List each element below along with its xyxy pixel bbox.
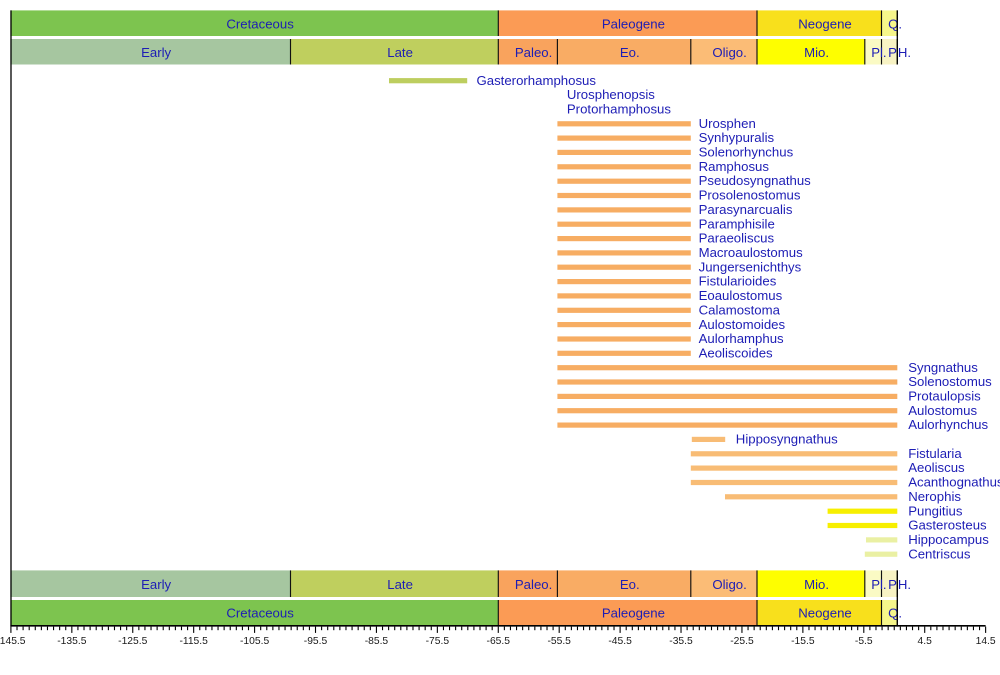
svg-text:Late: Late [387,577,413,592]
svg-text:Cretaceous: Cretaceous [226,16,294,31]
svg-text:Late: Late [387,45,413,60]
svg-text:Aeoliscoides: Aeoliscoides [699,345,773,360]
svg-text:P: P [888,45,897,60]
svg-text:Centriscus: Centriscus [908,546,971,561]
svg-text:Urosphen: Urosphen [699,116,756,131]
svg-text:Paleo.: Paleo. [515,45,552,60]
svg-text:-45.5: -45.5 [608,636,632,647]
svg-text:Urosphenopsis: Urosphenopsis [567,87,655,102]
svg-text:Eo.: Eo. [620,577,640,592]
svg-text:Paramphisile: Paramphisile [699,216,775,231]
svg-text:Fistularioides: Fistularioides [699,274,777,289]
svg-text:Eoaulostomus: Eoaulostomus [699,288,783,303]
svg-text:Jungersenichthys: Jungersenichthys [699,259,802,274]
svg-text:Pl.: Pl. [871,577,886,592]
svg-text:Gasterorhamphosus: Gasterorhamphosus [477,73,597,88]
svg-text:Aulorhamphus: Aulorhamphus [699,331,784,346]
svg-text:-65.5: -65.5 [487,636,511,647]
svg-text:Oligo.: Oligo. [712,577,746,592]
svg-text:-95.5: -95.5 [304,636,328,647]
svg-text:Q.: Q. [888,606,902,621]
svg-text:Pl.: Pl. [871,45,886,60]
svg-text:Mio.: Mio. [804,45,829,60]
svg-text:Aulostomus: Aulostomus [908,403,977,418]
svg-text:Nerophis: Nerophis [908,489,961,504]
svg-text:-5.5: -5.5 [855,636,873,647]
svg-text:Hipposyngnathus: Hipposyngnathus [736,432,838,447]
svg-text:Synhypuralis: Synhypuralis [699,130,775,145]
svg-text:Solenorhynchus: Solenorhynchus [699,145,794,160]
svg-text:Ramphosus: Ramphosus [699,159,770,174]
svg-text:Aeoliscus: Aeoliscus [908,460,965,475]
svg-text:Fistularia: Fistularia [908,446,962,461]
svg-text:-25.5: -25.5 [730,636,754,647]
svg-text:Paleogene: Paleogene [602,16,665,31]
svg-text:Eo.: Eo. [620,45,640,60]
svg-text:Paraeoliscus: Paraeoliscus [699,231,775,246]
svg-text:-135.5: -135.5 [57,636,86,647]
svg-text:Hippocampus: Hippocampus [908,532,989,547]
svg-text:Oligo.: Oligo. [712,45,746,60]
svg-text:Paleo.: Paleo. [515,577,552,592]
svg-text:Solenostomus: Solenostomus [908,374,992,389]
svg-text:Macroaulostomus: Macroaulostomus [699,245,803,260]
svg-text:-55.5: -55.5 [547,636,571,647]
svg-text:4.5: 4.5 [918,636,933,647]
svg-text:-75.5: -75.5 [426,636,450,647]
svg-text:-145.5: -145.5 [0,636,26,647]
svg-text:Aulostomoides: Aulostomoides [699,317,786,332]
svg-text:Acanthognathus: Acanthognathus [908,475,1000,490]
svg-text:Pungitius: Pungitius [908,503,963,518]
svg-text:-35.5: -35.5 [669,636,693,647]
svg-text:Mio.: Mio. [804,577,829,592]
svg-text:-15.5: -15.5 [791,636,815,647]
svg-text:Calamostoma: Calamostoma [699,302,781,317]
svg-text:Syngnathus: Syngnathus [908,360,978,375]
svg-text:Early: Early [141,577,171,592]
svg-text:-125.5: -125.5 [118,636,147,647]
svg-text:Neogene: Neogene [798,606,852,621]
svg-text:Protaulopsis: Protaulopsis [908,389,981,404]
svg-text:-115.5: -115.5 [179,636,208,647]
svg-text:Q.: Q. [888,16,902,31]
svg-text:Parasynarcualis: Parasynarcualis [699,202,793,217]
svg-text:P: P [888,577,897,592]
svg-text:H.: H. [898,45,911,60]
svg-text:Prosolenostomus: Prosolenostomus [699,188,801,203]
svg-text:H.: H. [898,577,911,592]
svg-text:-85.5: -85.5 [365,636,389,647]
svg-text:Paleogene: Paleogene [602,606,665,621]
svg-text:-105.5: -105.5 [240,636,269,647]
svg-text:Early: Early [141,45,171,60]
svg-text:Neogene: Neogene [798,16,852,31]
svg-text:Aulorhynchus: Aulorhynchus [908,417,988,432]
svg-text:Pseudosyngnathus: Pseudosyngnathus [699,173,812,188]
svg-text:14.5: 14.5 [976,636,996,647]
svg-text:Cretaceous: Cretaceous [226,606,294,621]
svg-text:Gasterosteus: Gasterosteus [908,518,987,533]
svg-text:Protorhamphosus: Protorhamphosus [567,102,671,117]
